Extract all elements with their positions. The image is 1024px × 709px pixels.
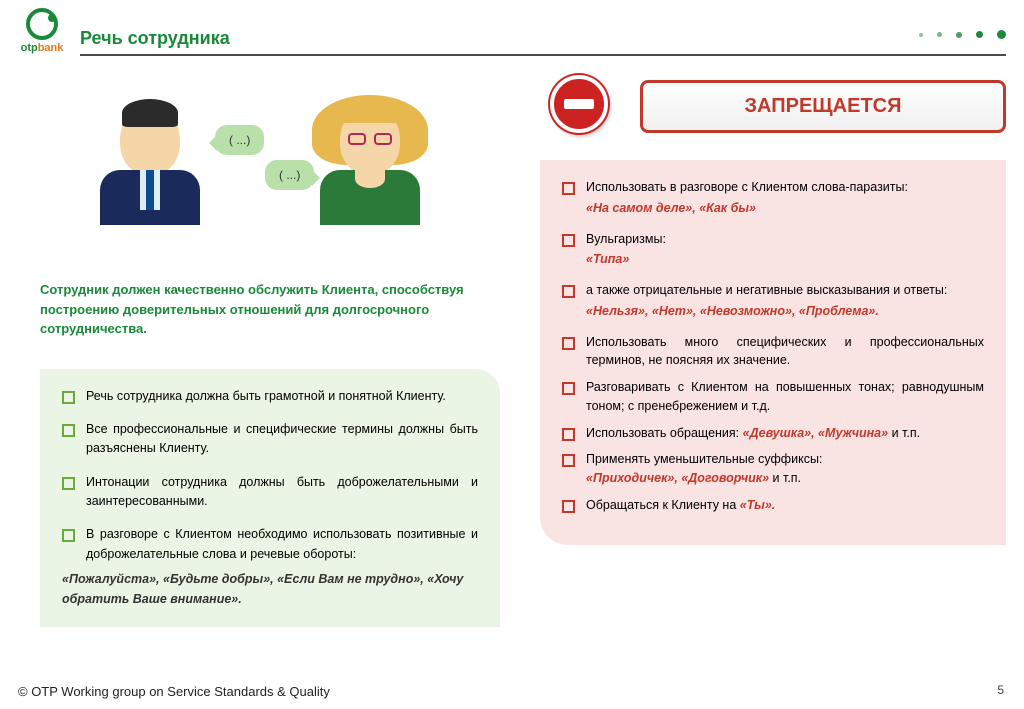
- header-rule: [80, 54, 1006, 56]
- right-column: ЗАПРЕЩАЕТСЯ Использовать в разговоре с К…: [510, 70, 1024, 669]
- person-female-icon: [320, 105, 420, 225]
- green-list-item: Интонации сотрудника должны быть доброже…: [62, 473, 478, 512]
- red-list-item: Использовать в разговоре с Клиентом слов…: [562, 178, 984, 218]
- logo-text: otpbank: [12, 42, 72, 54]
- person-male-icon: [100, 105, 200, 225]
- red-list-item: Разговаривать с Клиентом на повышенных т…: [562, 378, 984, 416]
- illustration: ( ...) ( ...): [40, 85, 500, 260]
- green-list: Речь сотрудника должна быть грамотной и …: [62, 387, 478, 565]
- red-forbidden-box: Использовать в разговоре с Клиентом слов…: [540, 160, 1006, 545]
- page-number: 5: [997, 683, 1004, 697]
- header: otpbank Речь сотрудника: [0, 0, 1024, 60]
- stop-sign-icon: [550, 75, 608, 133]
- green-guidelines-box: Речь сотрудника должна быть грамотной и …: [40, 369, 500, 627]
- red-list-item: Вульгаризмы:«Типа»: [562, 230, 984, 270]
- footer-copyright: © OTP Working group on Service Standards…: [18, 684, 330, 699]
- red-list: Использовать в разговоре с Клиентом слов…: [562, 178, 984, 515]
- logo-text-orange: bank: [38, 42, 64, 54]
- green-list-item: Все профессиональные и специфические тер…: [62, 420, 478, 459]
- page-title: Речь сотрудника: [80, 10, 1004, 49]
- green-list-item: В разговоре с Клиентом необходимо исполь…: [62, 525, 478, 564]
- red-list-item: Использовать много специфических и профе…: [562, 333, 984, 371]
- intro-text: Сотрудник должен качественно обслужить К…: [40, 280, 500, 339]
- header-dots-decoration: [919, 30, 1006, 39]
- green-list-item: Речь сотрудника должна быть грамотной и …: [62, 387, 478, 406]
- content: ( ...) ( ...) Сотрудник должен качествен…: [0, 70, 1024, 669]
- forbidden-label: ЗАПРЕЩАЕТСЯ: [640, 80, 1006, 133]
- red-list-item: а также отрицательные и негативные выска…: [562, 281, 984, 321]
- red-list-item: Применять уменьшительные суффиксы:«Прихо…: [562, 450, 984, 488]
- logo-mark: [26, 8, 58, 40]
- red-list-item: Обращаться к Клиенту на «Ты».: [562, 496, 984, 515]
- brand-logo: otpbank: [12, 8, 72, 54]
- speech-bubble-1: ( ...): [215, 125, 264, 155]
- red-list-item: Использовать обращения: «Девушка», «Мужч…: [562, 424, 984, 443]
- logo-text-green: otp: [21, 42, 38, 54]
- left-column: ( ...) ( ...) Сотрудник должен качествен…: [0, 70, 510, 669]
- speech-bubble-2: ( ...): [265, 160, 314, 190]
- polite-phrases: «Пожалуйста», «Будьте добры», «Если Вам …: [62, 570, 478, 609]
